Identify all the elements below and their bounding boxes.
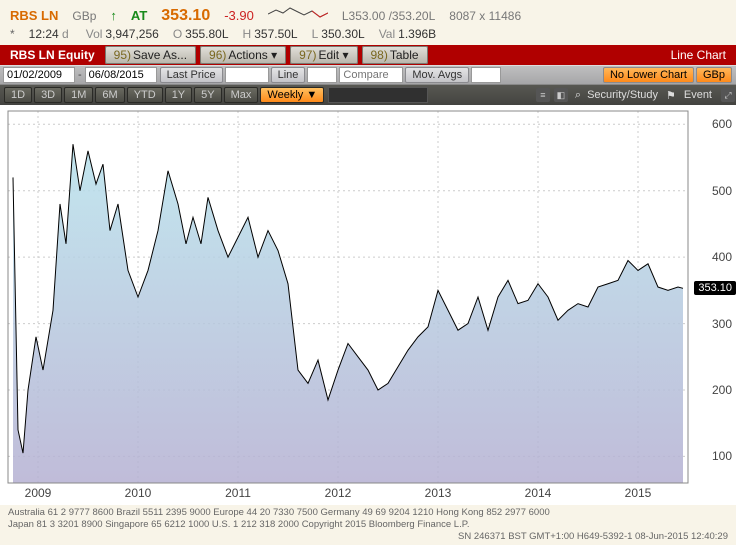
footer: Australia 61 2 9777 8600 Brazil 5511 239… bbox=[0, 505, 736, 545]
color-field[interactable] bbox=[307, 67, 337, 83]
expand-icon[interactable]: ⤢ bbox=[721, 88, 735, 102]
quote-val: 1.396B bbox=[398, 27, 436, 41]
period-dropdown[interactable]: Weekly ▼ bbox=[260, 87, 324, 103]
quote-high: 357.50L bbox=[254, 27, 297, 41]
action-button[interactable]: 96)Actions ▾ bbox=[200, 46, 286, 64]
y-tick-label: 200 bbox=[712, 383, 732, 397]
last-price-dropdown[interactable]: Last Price bbox=[160, 67, 223, 83]
action-button[interactable]: 95)Save As... bbox=[105, 46, 196, 64]
chart-type-label: Line Chart bbox=[661, 48, 736, 62]
y-tick-label: 300 bbox=[712, 317, 732, 331]
chart-container: 100 200 300 400 500 600 2009 2010 2011 2012 2013 2… bbox=[0, 105, 736, 505]
footer-line2: Japan 81 3 3201 8900 Singapore 65 6212 1… bbox=[8, 519, 728, 531]
bid-ask-size: 8087 x 11486 bbox=[449, 9, 521, 23]
range-button-3d[interactable]: 3D bbox=[34, 87, 62, 103]
price-change: -3.90 bbox=[224, 8, 254, 23]
range-button-6m[interactable]: 6M bbox=[95, 87, 124, 103]
event-button[interactable]: Event bbox=[684, 89, 712, 101]
range-button-5y[interactable]: 5Y bbox=[194, 87, 221, 103]
quote-low: 350.30L bbox=[321, 27, 364, 41]
footer-line1: Australia 61 2 9777 8600 Brazil 5511 239… bbox=[8, 507, 728, 519]
y-tick-label: 600 bbox=[712, 117, 732, 131]
y-tick-label: 500 bbox=[712, 184, 732, 198]
asterisk-icon: * bbox=[10, 27, 15, 41]
no-lower-chart-dropdown[interactable]: No Lower Chart bbox=[603, 67, 694, 83]
x-tick-label: 2013 bbox=[425, 486, 452, 500]
range-button-1d[interactable]: 1D bbox=[4, 87, 32, 103]
function-bar: RBS LN Equity 95)Save As...96)Actions ▾9… bbox=[0, 45, 736, 65]
line-dropdown[interactable]: Line bbox=[271, 67, 306, 83]
toolbar-main: - Last Price Line Mov. Avgs No Lower Cha… bbox=[0, 65, 736, 85]
overlay-field[interactable] bbox=[328, 87, 428, 103]
chart-tool-icon[interactable]: ≡ bbox=[536, 88, 550, 102]
quote-row1: RBS LN GBp ↑ AT 353.10 -3.90 L353.00 /35… bbox=[0, 0, 736, 27]
security-study-button[interactable]: Security/Study bbox=[587, 89, 658, 101]
blank-field-2[interactable] bbox=[471, 67, 501, 83]
range-button-ytd[interactable]: YTD bbox=[127, 87, 163, 103]
bid-ask: L353.00 /353.20L bbox=[342, 9, 435, 23]
security-label: RBS LN Equity bbox=[0, 48, 105, 62]
blank-field[interactable] bbox=[225, 67, 269, 83]
last-price: 353.10 bbox=[161, 7, 210, 25]
x-tick-label: 2009 bbox=[25, 486, 52, 500]
price-tag: 353.10 bbox=[694, 281, 736, 295]
range-button-1m[interactable]: 1M bbox=[64, 87, 93, 103]
x-tick-label: 2015 bbox=[625, 486, 652, 500]
quote-row2: * 12:24 d Vol3,947,256 O355.80L H357.50L… bbox=[0, 27, 736, 45]
up-arrow-icon: ↑ bbox=[110, 8, 117, 23]
range-button-1y[interactable]: 1Y bbox=[165, 87, 192, 103]
x-tick-label: 2012 bbox=[325, 486, 352, 500]
line-chart[interactable] bbox=[0, 105, 736, 505]
x-tick-label: 2010 bbox=[125, 486, 152, 500]
sparkline-icon bbox=[268, 4, 328, 20]
mov-avgs-dropdown[interactable]: Mov. Avgs bbox=[405, 67, 469, 83]
quote-vol: 3,947,256 bbox=[105, 27, 158, 41]
compare-input[interactable] bbox=[339, 67, 403, 83]
quote-open: 355.80L bbox=[185, 27, 228, 41]
x-tick-label: 2014 bbox=[525, 486, 552, 500]
footer-line3: SN 246371 BST GMT+1:00 H649-5392-1 08-Ju… bbox=[8, 531, 728, 543]
quote-time: 12:24 bbox=[29, 27, 59, 41]
date-to-input[interactable] bbox=[85, 67, 157, 83]
chart-tool-icon-2[interactable]: ◧ bbox=[554, 88, 568, 102]
action-button[interactable]: 98)Table bbox=[362, 46, 428, 64]
x-tick-label: 2011 bbox=[225, 486, 251, 500]
range-button-max[interactable]: Max bbox=[224, 87, 259, 103]
currency: GBp bbox=[72, 9, 96, 23]
date-from-input[interactable] bbox=[3, 67, 75, 83]
action-button[interactable]: 97)Edit ▾ bbox=[290, 46, 357, 64]
ticker: RBS LN bbox=[10, 8, 58, 23]
y-tick-label: 100 bbox=[712, 449, 732, 463]
y-tick-label: 400 bbox=[712, 250, 732, 264]
at-label: AT bbox=[131, 8, 147, 23]
currency-dropdown[interactable]: GBp bbox=[696, 67, 732, 83]
toolbar-range: 1D3D1M6MYTD1Y5YMax Weekly ▼ ≡ ◧ ⌕ Securi… bbox=[0, 85, 736, 105]
